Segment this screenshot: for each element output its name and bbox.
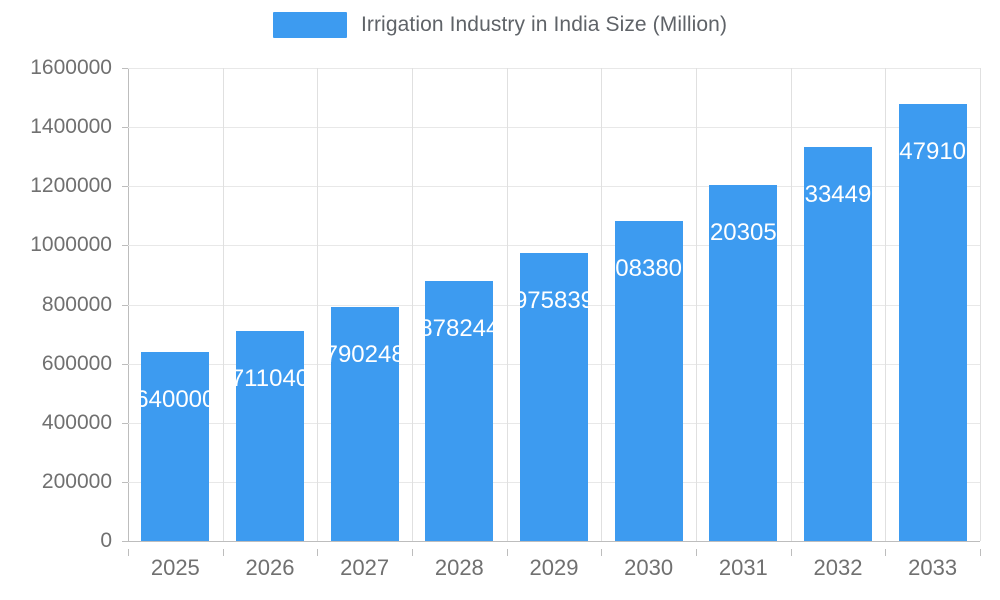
category-separator bbox=[980, 68, 981, 541]
x-tick-label: 2033 bbox=[908, 555, 958, 580]
bar[interactable]: 1203057 bbox=[709, 185, 778, 541]
y-tick-mark bbox=[122, 422, 128, 424]
y-tick-label: 1600000 bbox=[30, 56, 112, 79]
bar-slot: 1334492 bbox=[791, 68, 886, 541]
bar-slot: 640000 bbox=[128, 68, 223, 541]
x-tick-mark bbox=[128, 549, 129, 556]
gridline bbox=[128, 245, 980, 247]
bar-value-label: 1203057 bbox=[709, 219, 777, 247]
x-axis-labels: 2025 2026 2027 2028 2029 2030 2031 2032 2033 bbox=[128, 549, 981, 593]
x-tick-mark bbox=[790, 549, 792, 556]
bar[interactable]: 878244 bbox=[425, 281, 494, 541]
bar-value-label: 1479105 bbox=[899, 137, 967, 165]
y-tick-label: 1200000 bbox=[30, 174, 112, 198]
y-axis-labels: 0 200000 400000 600000 800000 1000000 1200000 1… bbox=[0, 56, 120, 552]
plot-area: 640000 711040 790248 878244 975839 1083807 120… bbox=[122, 68, 981, 542]
bar-slot: 975839 bbox=[507, 68, 602, 541]
x-tick-label: 2025 bbox=[150, 555, 200, 580]
bar[interactable]: 711040 bbox=[235, 330, 304, 541]
x-tick-mark bbox=[885, 549, 887, 556]
x-tick-label: 2031 bbox=[718, 555, 768, 580]
gridline bbox=[128, 541, 980, 542]
x-tick-label: 2030 bbox=[624, 555, 674, 580]
y-tick-label: 800000 bbox=[41, 292, 112, 316]
bar[interactable]: 1083807 bbox=[614, 220, 683, 541]
bar-slot: 1203057 bbox=[696, 68, 791, 541]
bar-value-label: 640000 bbox=[141, 385, 210, 413]
chart-legend: Irrigation Industry in India Size (Milli… bbox=[0, 12, 1000, 38]
bar[interactable]: 640000 bbox=[141, 351, 210, 541]
y-tick-mark bbox=[122, 186, 128, 188]
category-separator bbox=[601, 68, 603, 541]
category-separator bbox=[506, 68, 508, 541]
bar-slot: 711040 bbox=[223, 68, 318, 541]
x-tick-mark bbox=[412, 549, 413, 556]
x-tick-label: 2027 bbox=[340, 555, 390, 580]
x-tick-mark bbox=[601, 549, 603, 556]
y-tick-mark bbox=[122, 363, 128, 365]
y-tick-label: 0 bbox=[100, 529, 112, 552]
x-tick-mark bbox=[980, 549, 981, 556]
bar-value-label: 878244 bbox=[425, 315, 494, 343]
category-separator bbox=[885, 68, 887, 541]
category-separator bbox=[412, 68, 413, 541]
bar-value-label: 711040 bbox=[235, 364, 304, 392]
x-tick-mark bbox=[506, 549, 508, 556]
category-separator bbox=[317, 68, 319, 541]
y-tick-mark bbox=[122, 127, 128, 129]
x-tick-label: 2032 bbox=[813, 555, 863, 580]
x-tick-mark bbox=[222, 549, 224, 556]
bar-value-label: 1083807 bbox=[615, 254, 683, 282]
y-tick-label: 400000 bbox=[41, 410, 112, 434]
gridline bbox=[128, 68, 980, 69]
y-tick-label: 1000000 bbox=[30, 233, 112, 257]
x-tick-label: 2028 bbox=[434, 555, 484, 580]
y-tick-label: 600000 bbox=[41, 351, 112, 375]
x-tick-mark bbox=[317, 549, 319, 556]
y-tick-label: 1400000 bbox=[30, 115, 112, 139]
legend-swatch-series-1 bbox=[272, 12, 347, 38]
bar-slot: 790248 bbox=[317, 68, 412, 541]
bar[interactable]: 1334492 bbox=[803, 146, 872, 541]
bar-slot: 1479105 bbox=[885, 68, 980, 541]
gridline bbox=[128, 186, 980, 188]
bar-value-label: 1334492 bbox=[804, 180, 872, 208]
bar-slot: 1083807 bbox=[601, 68, 696, 541]
category-separator bbox=[696, 68, 697, 541]
y-tick-mark bbox=[122, 245, 128, 247]
y-tick-label: 200000 bbox=[41, 469, 112, 493]
category-separator bbox=[790, 68, 792, 541]
gridline bbox=[128, 127, 980, 129]
x-tick-label: 2029 bbox=[529, 555, 579, 580]
y-tick-mark bbox=[122, 541, 128, 542]
x-tick-mark bbox=[696, 549, 697, 556]
y-tick-mark bbox=[122, 68, 128, 69]
bar[interactable]: 975839 bbox=[519, 252, 588, 541]
bar-slot: 878244 bbox=[412, 68, 507, 541]
y-tick-mark bbox=[122, 481, 128, 483]
x-tick-label: 2026 bbox=[245, 555, 295, 580]
legend-label-series-1: Irrigation Industry in India Size (Milli… bbox=[360, 13, 728, 36]
bar-value-label: 975839 bbox=[519, 286, 588, 314]
bars: 640000 711040 790248 878244 975839 1083807 120… bbox=[128, 68, 980, 541]
bar[interactable]: 790248 bbox=[330, 307, 399, 541]
y-tick-mark bbox=[122, 304, 128, 306]
category-separator bbox=[222, 68, 224, 541]
bar-value-label: 790248 bbox=[330, 341, 399, 369]
bar[interactable]: 1479105 bbox=[898, 103, 967, 541]
